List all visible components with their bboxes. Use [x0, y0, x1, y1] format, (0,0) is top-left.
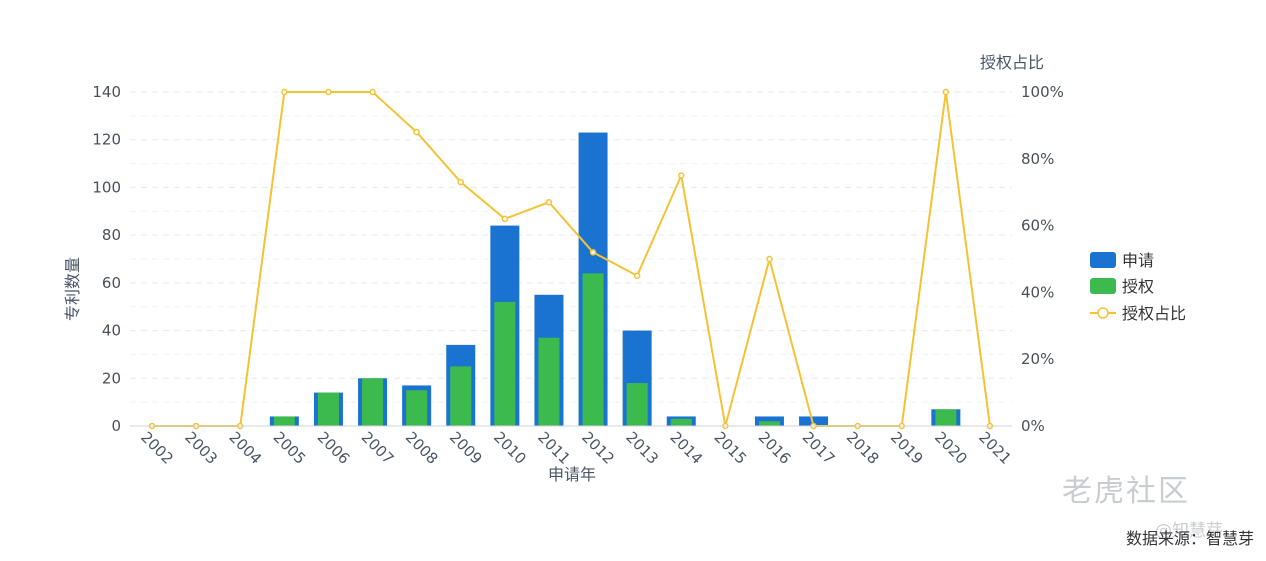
source-text: 数据来源：智慧芽: [1125, 529, 1254, 548]
x-axis-title: 申请年: [548, 465, 596, 484]
x-tick-label: 2020: [931, 428, 971, 468]
bar-grant-2014[interactable]: [670, 418, 692, 426]
x-tick-label: 2014: [666, 428, 706, 468]
y-tick-label: 0: [111, 417, 121, 435]
y-tick-label: 140: [92, 83, 121, 101]
ratio-point-2010[interactable]: [501, 215, 509, 223]
legend-label-grant: 授权: [1122, 277, 1154, 296]
y-tick-label: 20: [102, 369, 121, 387]
x-tick-label: 2018: [843, 428, 883, 468]
right-axis: 0% 20% 40% 60% 80% 100%: [1021, 83, 1064, 435]
left-axis: 0 20 40 60 80 100 120 140: [92, 83, 121, 435]
x-tick-label: 2013: [622, 428, 662, 468]
bar-grant-2006[interactable]: [317, 392, 339, 426]
bar-apply-2017[interactable]: [799, 416, 829, 426]
x-tick-label: 2015: [711, 428, 751, 468]
legend-label-ratio: 授权占比: [1122, 304, 1186, 323]
x-tick-label: 2017: [799, 428, 839, 468]
legend-label-apply: 申请: [1122, 251, 1154, 270]
x-tick-label: 2009: [446, 428, 486, 468]
bar-grant-2020[interactable]: [935, 409, 957, 426]
y-tick-label: 40: [102, 322, 121, 340]
y2-tick-label: 20%: [1021, 350, 1054, 368]
bar-grant-2011[interactable]: [538, 337, 560, 426]
y-axis-title: 专利数量: [63, 257, 82, 321]
x-tick-label: 2012: [578, 428, 618, 468]
ratio-point-2007[interactable]: [369, 88, 376, 96]
ratio-point-2012[interactable]: [589, 249, 597, 256]
x-tick-label: 2019: [887, 428, 927, 468]
ratio-point-2020[interactable]: [942, 88, 950, 96]
legend: 申请 授权 授权占比: [1090, 251, 1186, 323]
ratio-point-2008[interactable]: [413, 128, 420, 136]
y2-tick-label: 80%: [1021, 150, 1054, 168]
y2-tick-label: 0%: [1021, 417, 1045, 435]
ratio-point-2009[interactable]: [457, 178, 464, 186]
ratio-point-2005[interactable]: [281, 88, 288, 96]
legend-swatch-ratio-dot: [1097, 307, 1109, 319]
x-tick-label: 2005: [270, 428, 310, 468]
legend-swatch-apply[interactable]: [1090, 252, 1116, 268]
x-tick-label: 2021: [975, 428, 1015, 468]
ratio-point-2013[interactable]: [633, 272, 641, 279]
y2-tick-label: 40%: [1021, 283, 1054, 301]
ratio-point-2006[interactable]: [325, 88, 332, 96]
y-tick-label: 100: [92, 178, 121, 196]
x-tick-label: 2002: [137, 428, 177, 468]
x-tick-label: 2006: [314, 428, 354, 468]
y-tick-label: 60: [102, 274, 121, 292]
x-tick-label: 2011: [534, 428, 574, 468]
y2-tick-label: 100%: [1021, 83, 1064, 101]
y2-tick-label: 60%: [1021, 217, 1054, 235]
bars: [269, 132, 961, 427]
x-tick-label: 2003: [181, 428, 221, 468]
grid-lines: [130, 91, 1012, 403]
y-tick-label: 120: [92, 131, 121, 149]
bar-grant-2005[interactable]: [273, 416, 295, 426]
bar-grant-2010[interactable]: [494, 301, 516, 426]
bar-grant-2012[interactable]: [582, 273, 604, 426]
x-tick-label: 2010: [490, 428, 530, 468]
ratio-point-2014[interactable]: [678, 172, 685, 179]
x-axis: 2002 2003 2004 2005 2006 2007 2008 2009 2010 2011…: [137, 428, 1015, 468]
x-tick-label: 2016: [755, 428, 795, 468]
x-tick-label: 2008: [402, 428, 442, 468]
ratio-point-2011[interactable]: [545, 198, 553, 206]
y2-axis-title: 授权占比: [980, 53, 1044, 72]
bar-grant-2016[interactable]: [758, 421, 780, 426]
x-tick-label: 2004: [225, 428, 265, 468]
ratio-point-2016[interactable]: [766, 255, 773, 263]
bar-grant-2008[interactable]: [406, 390, 428, 426]
y-tick-label: 80: [102, 226, 121, 244]
bar-grant-2013[interactable]: [626, 383, 648, 426]
watermark-logo: 老虎社区: [1062, 474, 1190, 509]
watermark-sub: @知慧芽: [1155, 521, 1223, 541]
legend-swatch-grant[interactable]: [1090, 278, 1116, 294]
bar-grant-2007[interactable]: [362, 378, 384, 426]
bar-grant-2009[interactable]: [450, 366, 472, 426]
x-tick-label: 2007: [358, 428, 398, 468]
